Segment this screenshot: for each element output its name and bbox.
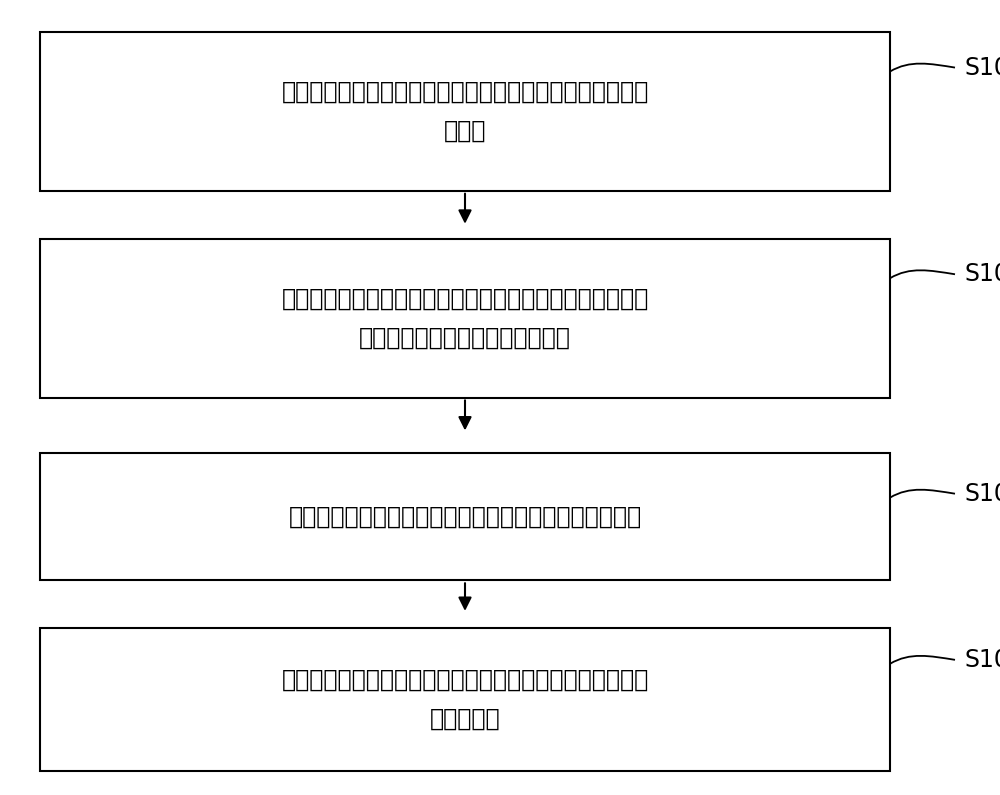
Text: S102: S102 (965, 56, 1000, 80)
Text: 服务器根据安全风险等级确定对终端进行二次人机验证的验
证方式: 服务器根据安全风险等级确定对终端进行二次人机验证的验 证方式 (281, 80, 649, 143)
Text: S106: S106 (965, 482, 1000, 506)
Text: 服务器发送二次验证消息至终端，其中，二次验证消息中携
带有执行二次人机验证所需的信息: 服务器发送二次验证消息至终端，其中，二次验证消息中携 带有执行二次人机验证所需的… (281, 286, 649, 350)
Text: 服务器接收终端响应于二次验证消息的二次验证请求消息: 服务器接收终端响应于二次验证消息的二次验证请求消息 (288, 505, 642, 529)
Text: 服务器根据二次验证请求消息对终端进行人机验证并生成二
次验证结果: 服务器根据二次验证请求消息对终端进行人机验证并生成二 次验证结果 (281, 668, 649, 731)
Bar (40, 453, 890, 580)
Bar (40, 628, 890, 771)
Bar (40, 32, 890, 191)
Text: S104: S104 (965, 262, 1000, 286)
Text: S108: S108 (965, 648, 1000, 672)
Bar (40, 238, 890, 398)
